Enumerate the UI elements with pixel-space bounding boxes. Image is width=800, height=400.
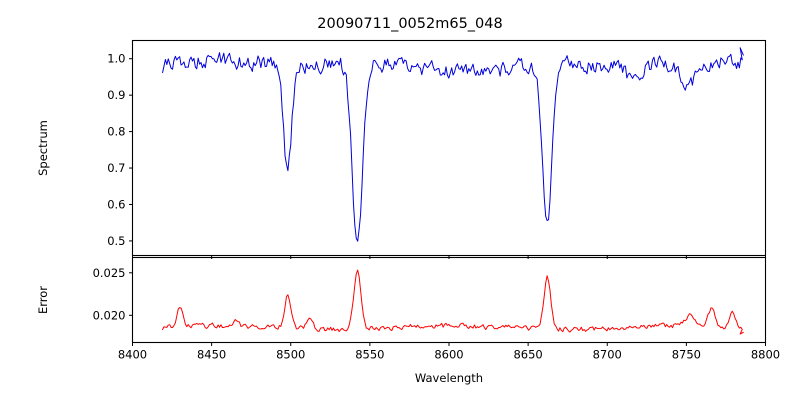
- page-title: 20090711_0052m65_048: [317, 16, 502, 32]
- x-tick-label: 8450: [197, 348, 226, 362]
- spectrum-y-ticks: 0.5 0.6 0.7 0.8 0.9 1.0: [107, 52, 133, 248]
- y-tick-label: 0.020: [93, 308, 126, 322]
- x-tick-label: 8500: [276, 348, 305, 362]
- y-tick-label: 0.6: [107, 197, 125, 211]
- x-tick-label: 8650: [513, 348, 542, 362]
- x-tick-label: 8400: [118, 348, 147, 362]
- spectrum-panel-frame: [131, 39, 767, 257]
- y-tick-label: 1.0: [107, 52, 125, 66]
- y-tick-label: 0.9: [107, 88, 125, 102]
- error-data-line: [162, 269, 744, 335]
- spectrum-axis-label: Spectrum: [36, 120, 50, 176]
- spectrum-data-line: [162, 47, 744, 242]
- x-tick-label: 8700: [593, 348, 622, 362]
- x-tick-label: 8550: [355, 348, 384, 362]
- spectrum-panel: 0.5 0.6 0.7 0.8 0.9 1.0 Spectrum: [36, 39, 767, 259]
- error-y-ticks: 0.020 0.025: [93, 266, 133, 322]
- y-tick-label: 0.8: [107, 125, 125, 139]
- y-tick-label: 0.025: [93, 266, 126, 280]
- y-tick-label: 0.5: [107, 234, 125, 248]
- y-tick-label: 0.7: [107, 161, 125, 175]
- x-tick-label: 8800: [751, 348, 780, 362]
- x-axis-label: Wavelength: [415, 371, 483, 385]
- error-panel-frame: [131, 256, 767, 344]
- x-tick-label: 8750: [672, 348, 701, 362]
- error-x-ticks: 8400 8450 8500 8550 8600 8650 8700 8750 8800: [118, 342, 780, 362]
- error-axis-label: Error: [36, 286, 50, 314]
- x-tick-label: 8600: [434, 348, 463, 362]
